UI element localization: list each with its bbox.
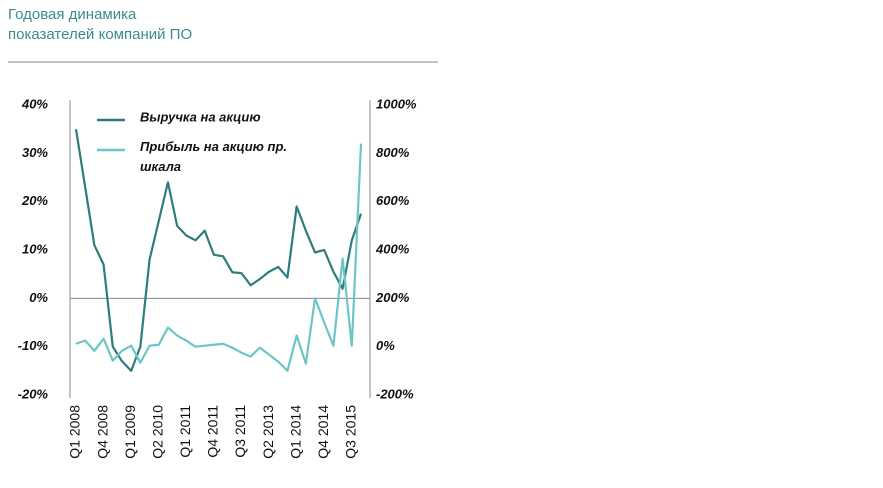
y-tick-label: 30%	[22, 145, 48, 160]
series-line	[74, 128, 363, 372]
y-tick-label: 20%	[21, 193, 48, 208]
x-tick-label: Q4 2008	[94, 405, 110, 459]
x-tick-label: Q1 2014	[287, 405, 303, 459]
x-tick-label: Q4 2011	[205, 405, 221, 458]
y2-tick-label: 600%	[376, 193, 410, 208]
y2-tick-label: 400%	[375, 241, 410, 256]
y2-tick-label: 200%	[375, 290, 410, 305]
x-tick-label: Q4 2014	[315, 405, 331, 459]
y2-tick-label: 800%	[376, 145, 410, 160]
series-line	[75, 143, 363, 372]
y2-tick-label: -200%	[376, 386, 414, 401]
y-tick-label: 10%	[22, 241, 48, 256]
y-tick-label: -10%	[18, 338, 49, 353]
legend-label: Выручка на акцию	[140, 109, 261, 124]
x-tick-label: Q3 2015	[343, 405, 359, 459]
chart-title: показателей компаний ПО	[8, 26, 192, 43]
y-tick-label: 40%	[21, 96, 48, 111]
y-tick-label: -20%	[18, 386, 49, 401]
legend-label: Прибыль на акцию пр. шкала	[140, 139, 287, 174]
x-tick-label: Q2 2010	[149, 405, 165, 459]
chart-title: Годовая динамика	[8, 6, 137, 23]
y2-tick-label: 1000%	[376, 96, 417, 111]
x-tick-label: Q1 2009	[122, 405, 138, 459]
y2-tick-label: 0%	[376, 338, 395, 353]
y-tick-label: 0%	[29, 290, 48, 305]
x-tick-label: Q1 2008	[67, 405, 83, 459]
x-tick-label: Q1 2011	[177, 405, 193, 458]
x-tick-label: Q3 2011	[232, 405, 248, 458]
x-tick-label: Q2 2013	[260, 405, 276, 459]
